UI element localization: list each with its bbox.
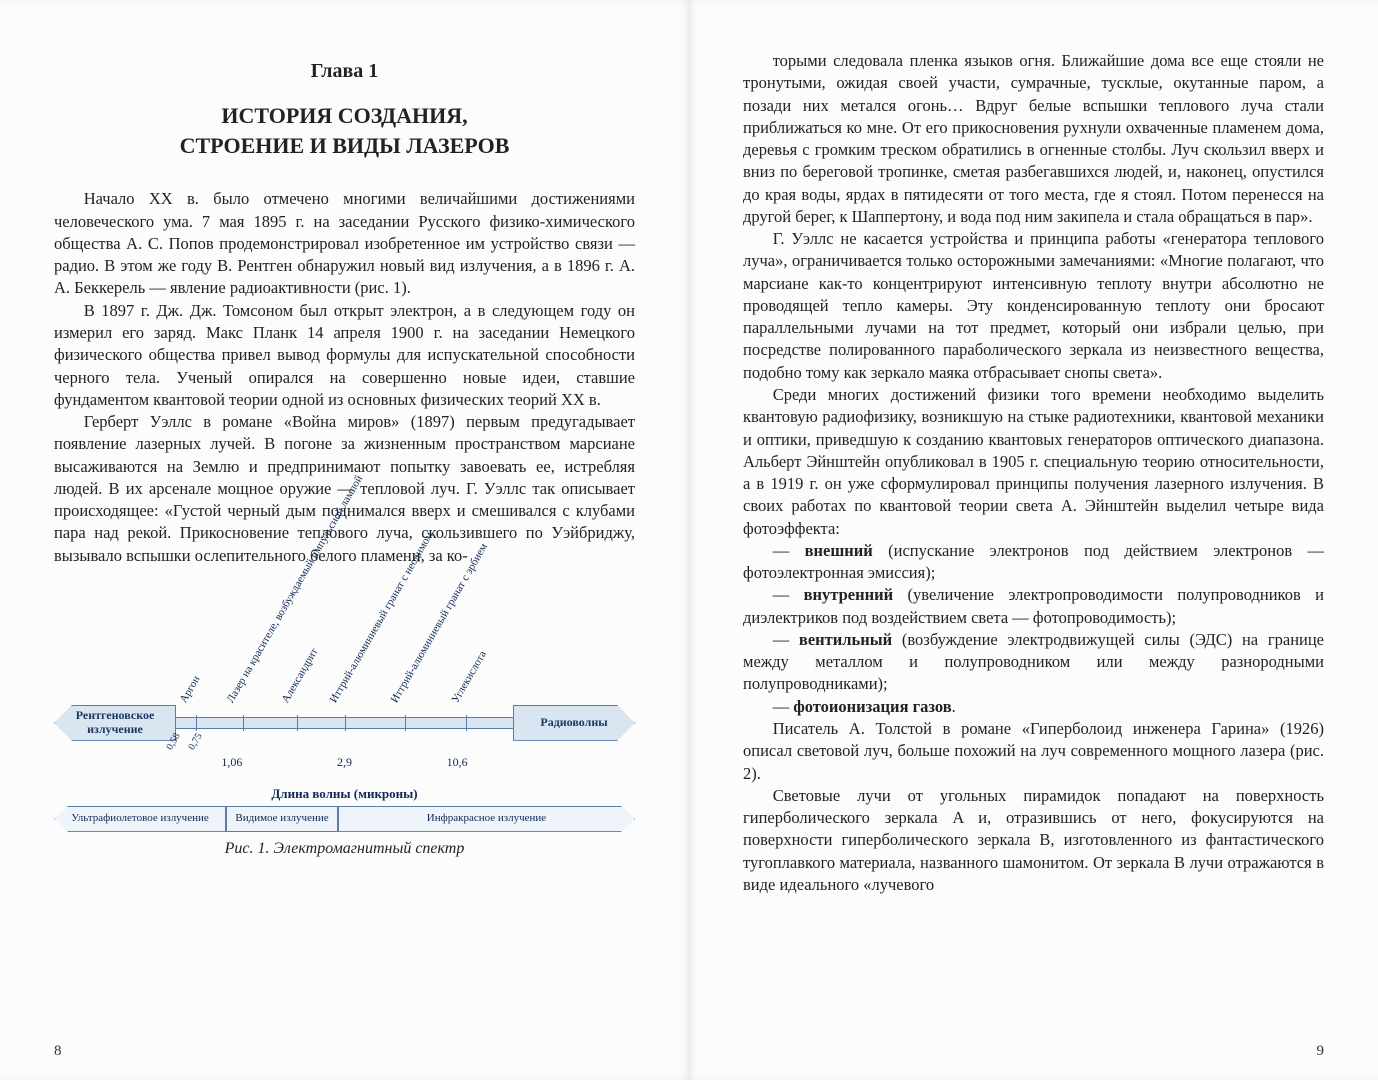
figure-bands: Ультрафиолетовое излучение Видимое излуч… xyxy=(54,806,635,832)
band-ir: Инфракрасное излучение xyxy=(338,806,635,832)
left-paragraph-1: Начало XX в. было отмечено многими велич… xyxy=(54,188,635,299)
band-vis: Видимое излучение xyxy=(226,806,338,832)
band-uv: Ультрафиолетовое излучение xyxy=(54,806,226,832)
figure-caption: Рис. 1. Электромагнитный спектр xyxy=(54,840,635,858)
seg-label: Александрит xyxy=(280,646,321,705)
effect-name: фотоионизация газов xyxy=(793,697,951,716)
effect-name: внутренний xyxy=(804,585,894,604)
title-line-2: СТРОЕНИЕ И ВИДЫ ЛАЗЕРОВ xyxy=(180,133,510,158)
arrow-right-radio: Радиоволны xyxy=(513,705,635,741)
effect-name: внешний xyxy=(805,541,873,560)
arrow-left-xray: Рентгеновское излучение xyxy=(54,705,176,741)
effect-name: вентильный xyxy=(799,630,892,649)
right-paragraph-2: Г. Уэллс не касается устройства и принци… xyxy=(743,228,1324,384)
figure-segment-labels: Аргон Лазер на красителе, возбуждаемый и… xyxy=(174,585,515,705)
right-paragraph-3: Среди многих достижений физики того врем… xyxy=(743,384,1324,540)
figure-1: Аргон Лазер на красителе, возбуждаемый и… xyxy=(54,585,635,858)
wavelength: 1,06 xyxy=(221,755,242,770)
effect-desc: . xyxy=(952,697,956,716)
effect-external: — внешний (испускание электронов под дей… xyxy=(743,540,1324,585)
chapter-label: Глава 1 xyxy=(54,60,635,83)
effect-photoionization: — фотоионизация газов. xyxy=(743,696,1324,718)
page-right: торыми следовала пленка языков огня. Бли… xyxy=(689,0,1378,1080)
title-line-1: ИСТОРИЯ СОЗДАНИЯ, xyxy=(221,103,467,128)
arrow-track xyxy=(176,717,513,729)
effect-internal: — внутренний (увеличение электропроводим… xyxy=(743,584,1324,629)
seg-label: Аргон xyxy=(177,674,202,705)
right-paragraph-4: Писатель А. Толстой в романе «Гиперболои… xyxy=(743,718,1324,785)
right-paragraph-1: торыми следовала пленка языков огня. Бли… xyxy=(743,50,1324,228)
page-spread: Глава 1 ИСТОРИЯ СОЗДАНИЯ, СТРОЕНИЕ И ВИД… xyxy=(0,0,1378,1080)
page-number-right: 9 xyxy=(1317,1043,1325,1060)
page-number-left: 8 xyxy=(54,1043,62,1060)
chapter-title: ИСТОРИЯ СОЗДАНИЯ, СТРОЕНИЕ И ВИДЫ ЛАЗЕРО… xyxy=(54,101,635,160)
seg-label: Углекислота xyxy=(450,649,489,705)
figure-wavelengths: 1,06 2,9 10,6 xyxy=(174,755,515,770)
figure-arrow-row: Рентгеновское излучение Радиоволны xyxy=(54,705,635,741)
figure-sub-wavelengths: 0,58 0,75 xyxy=(174,741,515,752)
left-paragraph-2: В 1897 г. Дж. Дж. Томсоном был открыт эл… xyxy=(54,300,635,411)
page-left: Глава 1 ИСТОРИЯ СОЗДАНИЯ, СТРОЕНИЕ И ВИД… xyxy=(0,0,689,1080)
effect-valve: — вентильный (возбуждение электродвижуще… xyxy=(743,629,1324,696)
wavelength: 10,6 xyxy=(447,755,468,770)
wavelength: 2,9 xyxy=(337,755,352,770)
right-paragraph-5: Световые лучи от угольных пирамидок попа… xyxy=(743,785,1324,896)
figure-axis-title: Длина волны (микроны) xyxy=(54,786,635,802)
